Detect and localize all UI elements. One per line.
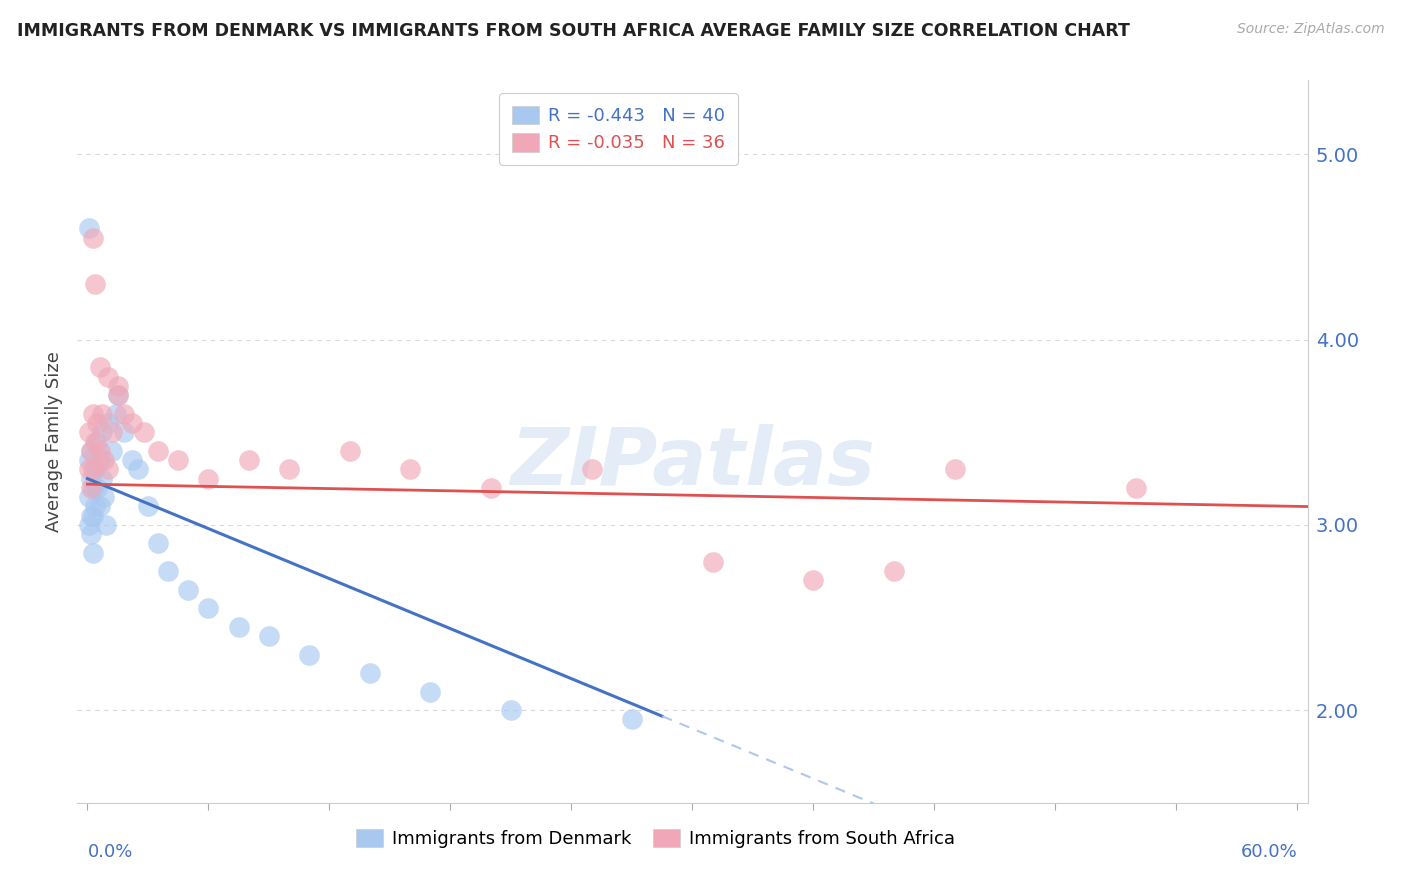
Point	[97, 416, 120, 430]
Text: 0.0%: 0.0%	[87, 843, 132, 861]
Point	[89, 500, 111, 514]
Point	[79, 517, 101, 532]
Point	[127, 462, 149, 476]
Point	[359, 666, 381, 681]
Point	[80, 443, 103, 458]
Point	[79, 221, 101, 235]
Point	[104, 407, 127, 421]
Point	[803, 574, 825, 588]
Point	[943, 462, 966, 476]
Point	[399, 462, 422, 476]
Point	[84, 462, 107, 476]
Point	[82, 462, 104, 476]
Point	[132, 425, 155, 440]
Point	[1125, 481, 1147, 495]
Point	[84, 277, 107, 291]
Point	[84, 434, 107, 449]
Text: IMMIGRANTS FROM DENMARK VS IMMIGRANTS FROM SOUTH AFRICA AVERAGE FAMILY SIZE CORR: IMMIGRANTS FROM DENMARK VS IMMIGRANTS FR…	[17, 22, 1130, 40]
Point	[82, 231, 104, 245]
Point	[339, 443, 361, 458]
Point	[419, 684, 441, 698]
Point	[228, 620, 250, 634]
Point	[80, 481, 103, 495]
Point	[121, 453, 143, 467]
Point	[100, 425, 122, 440]
Point	[86, 434, 108, 449]
Point	[80, 472, 103, 486]
Point	[97, 462, 120, 476]
Point	[79, 490, 101, 504]
Point	[479, 481, 502, 495]
Text: ZIPatlas: ZIPatlas	[510, 425, 875, 502]
Point	[883, 564, 905, 578]
Point	[86, 481, 108, 495]
Point	[90, 407, 112, 421]
Point	[107, 388, 129, 402]
Point	[177, 582, 200, 597]
Point	[82, 546, 104, 560]
Point	[94, 517, 117, 532]
Point	[167, 453, 190, 467]
Point	[100, 443, 122, 458]
Point	[107, 388, 129, 402]
Point	[278, 462, 301, 476]
Point	[197, 472, 219, 486]
Point	[620, 713, 643, 727]
Point	[82, 508, 104, 523]
Point	[90, 472, 112, 486]
Point	[86, 416, 108, 430]
Point	[157, 564, 180, 578]
Point	[146, 443, 169, 458]
Point	[80, 527, 103, 541]
Point	[79, 425, 101, 440]
Point	[238, 453, 260, 467]
Point	[82, 407, 104, 421]
Point	[80, 508, 103, 523]
Point	[97, 369, 120, 384]
Point	[112, 425, 135, 440]
Point	[107, 379, 129, 393]
Point	[136, 500, 159, 514]
Point	[93, 453, 115, 467]
Point	[197, 601, 219, 615]
Point	[80, 443, 103, 458]
Point	[79, 462, 101, 476]
Point	[84, 500, 107, 514]
Point	[112, 407, 135, 421]
Point	[82, 481, 104, 495]
Point	[581, 462, 603, 476]
Point	[702, 555, 724, 569]
Point	[90, 425, 112, 440]
Point	[89, 360, 111, 375]
Text: Source: ZipAtlas.com: Source: ZipAtlas.com	[1237, 22, 1385, 37]
Point	[146, 536, 169, 550]
Point	[79, 453, 101, 467]
Legend: Immigrants from Denmark, Immigrants from South Africa: Immigrants from Denmark, Immigrants from…	[349, 822, 962, 855]
Y-axis label: Average Family Size: Average Family Size	[45, 351, 63, 532]
Point	[499, 703, 522, 717]
Point	[257, 629, 280, 643]
Point	[93, 490, 115, 504]
Text: 60.0%: 60.0%	[1240, 843, 1298, 861]
Point	[89, 453, 111, 467]
Point	[121, 416, 143, 430]
Point	[89, 443, 111, 458]
Point	[298, 648, 321, 662]
